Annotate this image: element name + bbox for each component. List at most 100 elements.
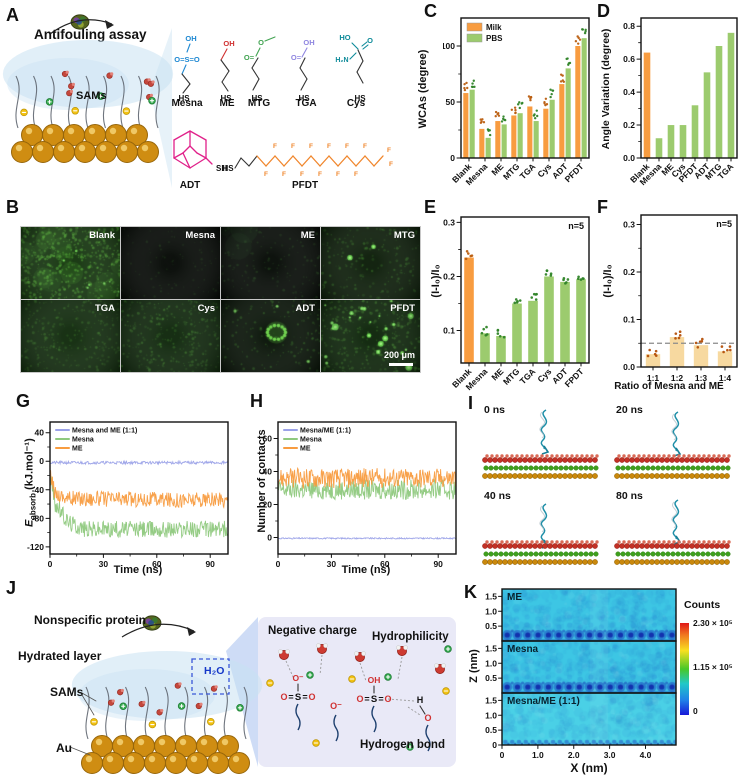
svg-text:30: 30 [327,559,337,569]
svg-text:90: 90 [433,559,443,569]
svg-text:ME: ME [300,446,311,453]
svg-text:0.8: 0.8 [623,21,635,31]
svg-text:H: H [417,695,424,705]
svg-text:1:3: 1:3 [695,373,708,383]
molecule-label-tga: TGA [295,98,317,109]
panel-j: J O = S = O O⁻ O = S = O OH O⁻ H O Nonspecific protein… [0,575,462,782]
svg-text:100: 100 [443,41,455,51]
svg-text:TGA: TGA [518,366,538,386]
tile-label: Cys [197,303,215,314]
colorbar [680,623,689,715]
panel-a-title: Antifouling assay [34,27,147,42]
scale-bar-label: 200 μm [383,350,415,360]
colorbar-title: Counts [684,599,721,611]
panel-k-letter: K [464,582,477,602]
snapshot-time-label: 80 ns [616,490,643,502]
hydrophilicity-label: Hydrophilicity [372,631,449,643]
svg-text:0.0: 0.0 [623,362,635,372]
micrograph-mtg: MTG [321,227,420,299]
svg-text:0: 0 [48,559,53,569]
svg-text:Mesna and ME (1:1): Mesna and ME (1:1) [72,428,137,435]
svg-text:0.1: 0.1 [443,326,455,336]
svg-text:=: = [302,692,307,702]
svg-text:F: F [291,143,295,150]
micrograph-pfdt: PFDT 200 μm [321,300,420,372]
panel-c-letter: C [424,1,437,21]
svg-text:Cys: Cys [535,366,553,384]
panel-b: B Blank Mesna ME MTG TGA Cys ADT PFDT 20… [0,195,421,392]
panel-h-letter: H [250,391,263,411]
svg-text:4.0: 4.0 [640,750,652,760]
intensity-ratio-chart: 0.1 0.2 0.3 Blank Mesna ME MTG TGA Cys ADT FPDT n=5 [443,205,595,398]
svg-text:0.5: 0.5 [485,673,497,683]
scale-bar [389,363,413,366]
tile-label: Blank [89,230,115,241]
svg-text:H₂N: H₂N [335,57,348,64]
svg-text:90: 90 [205,559,215,569]
svg-text:0.1: 0.1 [623,315,635,325]
map-label-mix: Mesna/ME (1:1) [507,696,580,707]
svg-text:1.5: 1.5 [485,591,497,601]
svg-text:1.0: 1.0 [485,606,497,616]
svg-text:MTG: MTG [501,161,522,182]
svg-text:0: 0 [500,750,505,760]
svg-text:O=S=O: O=S=O [174,55,200,64]
svg-text:0.2: 0.2 [623,267,635,277]
panel-d-ylabel: Angle Variation (degree) [600,28,612,150]
svg-text:20: 20 [263,500,273,510]
micrograph-tga: TGA [21,300,120,372]
tile-label: ADT [295,303,315,314]
wca-chart: 0 50 100 Blank Mesna ME MTG TGA Cys ADT PFDT Milk PB… [441,8,595,201]
svg-text:OH: OH [368,675,381,685]
svg-text:0: 0 [450,153,455,163]
panel-c-ylabel: WCAs (degree) [417,49,429,129]
micrograph-blank: Blank [21,227,120,299]
colorbar-zero: 0 [693,706,698,716]
panel-i: I 0 ns 20 ns 40 ns 80 ns [462,392,739,578]
svg-text:F: F [389,161,393,168]
svg-text:HS: HS [220,94,232,103]
md-snapshot-80ns: 80 ns [614,486,732,570]
au-label: Au [56,741,72,755]
svg-text:F: F [336,171,340,178]
molecule-label-mesna: Mesna [171,98,203,109]
svg-text:HS: HS [298,94,310,103]
svg-text:OH: OH [185,34,196,43]
molecule-label-adt: ADT [179,180,201,191]
svg-text:0.2: 0.2 [443,271,455,281]
svg-text:0: 0 [492,740,497,750]
panel-a: A Antifouling assay OH O=S=O HS OH HS O O= HS OH… [0,0,413,195]
svg-text:F: F [300,171,304,178]
panel-a-letter: A [6,5,19,25]
colorbar-max: 2.30 × 10⁵ [693,618,733,628]
panel-g-letter: G [16,391,31,411]
svg-text:-80: -80 [32,513,45,523]
svg-text:OH: OH [303,38,314,47]
svg-text:F: F [354,171,358,178]
svg-text:-40: -40 [32,485,45,495]
molecule-label-cys: Cys [346,98,366,109]
svg-text:F: F [327,143,331,150]
svg-text:-120: -120 [27,542,44,552]
micrograph-mesna: Mesna [121,227,220,299]
svg-text:0.2: 0.2 [623,120,635,130]
panel-g: G Eabsorb (kJ.mol⁻¹) 40 0 -40 -80 -120 0 30 60 9… [0,388,245,582]
svg-text:Milk: Milk [486,23,502,32]
svg-text:Cys: Cys [535,161,553,179]
molecule-label-mtg: MTG [247,98,271,109]
svg-text:F: F [273,143,277,150]
panel-h-xlabel: Time (ns) [341,564,391,576]
svg-text:F: F [363,143,367,150]
svg-text:F: F [282,171,286,178]
adsorption-energy-chart: 40 0 -40 -80 -120 0 30 60 90 Mesna and ME (1:1) Me… [24,414,234,587]
svg-text:0.4: 0.4 [623,87,635,97]
svg-text:60: 60 [152,559,162,569]
water-label: H₂O [204,665,225,677]
svg-text:O: O [356,694,363,704]
svg-text:1.0: 1.0 [485,710,497,720]
sams-label: SAMs [76,90,107,102]
svg-text:O: O [308,692,315,702]
panel-j-letter: J [6,578,17,598]
md-snapshot-40ns: 40 ns [482,486,600,570]
micrograph-grid: Blank Mesna ME MTG TGA Cys ADT PFDT 200 … [20,226,421,373]
